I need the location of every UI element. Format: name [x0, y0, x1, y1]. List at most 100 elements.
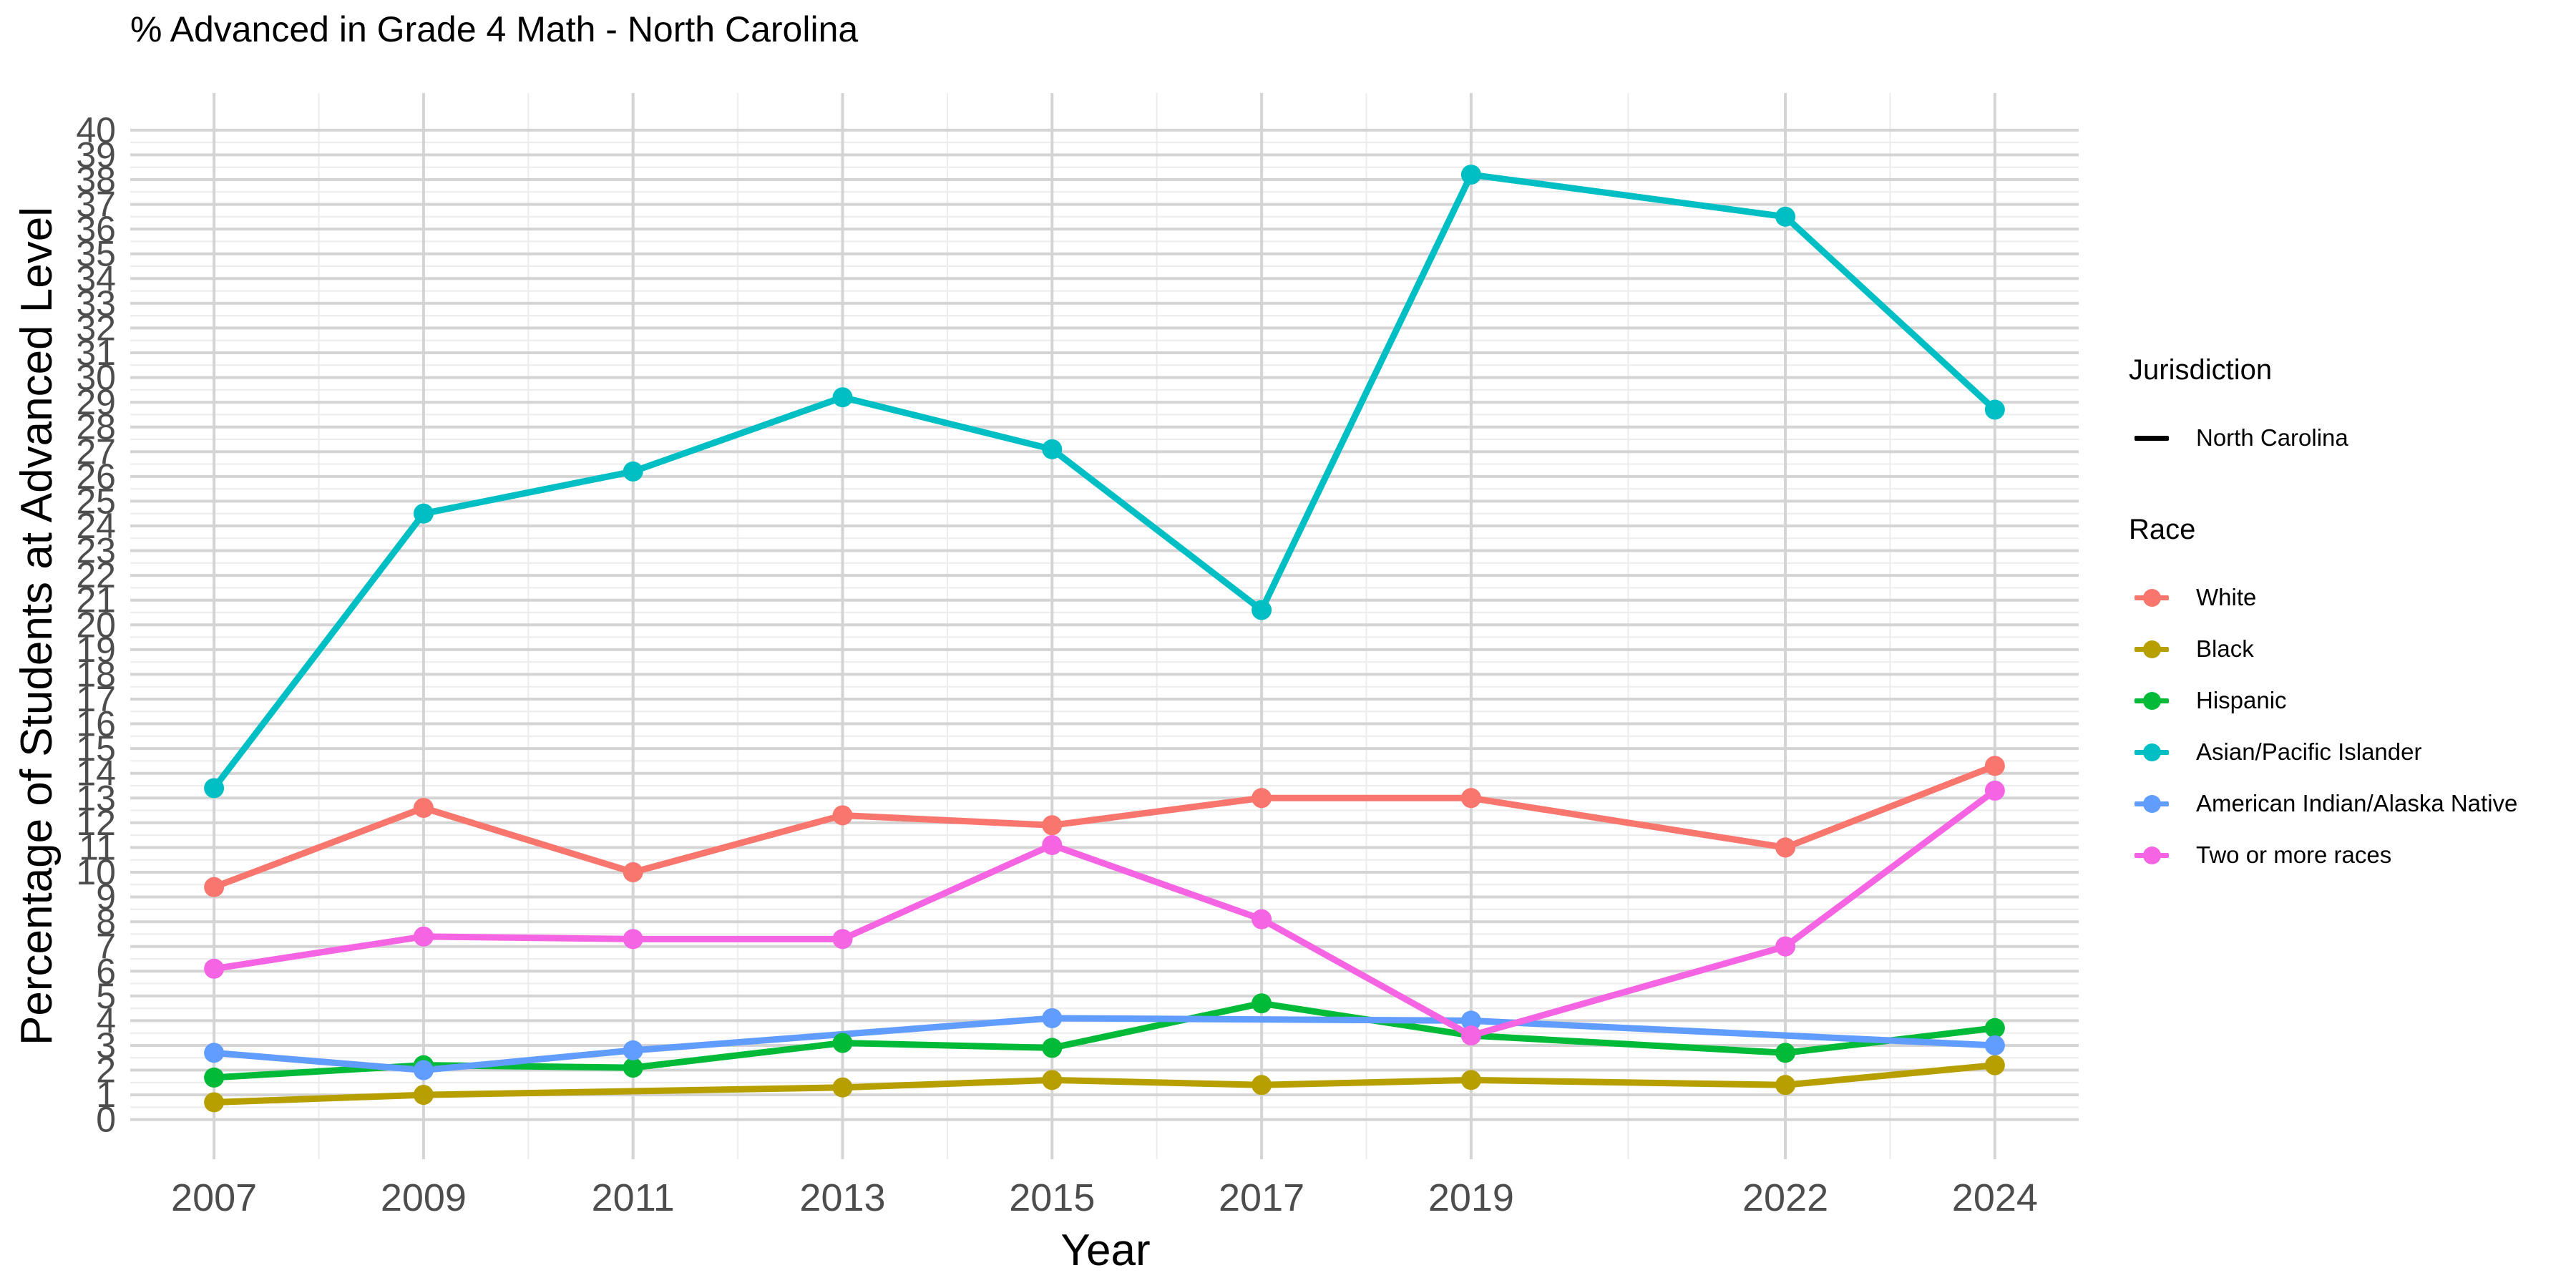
data-point-white — [1984, 756, 2005, 776]
x-tick-label: 2017 — [1219, 1176, 1304, 1219]
legend-line-point-key — [2129, 675, 2175, 726]
data-point-asian-pacific-islander — [1042, 439, 1063, 459]
data-point-american-indian-alaska-native — [1984, 1035, 2005, 1055]
y-tick-label: 3 — [96, 1025, 116, 1065]
x-tick-label: 2015 — [1009, 1176, 1095, 1219]
y-tick-label: 16 — [76, 704, 116, 744]
data-point-black — [1460, 1070, 1481, 1091]
data-point-white — [623, 862, 643, 882]
x-axis-title: Year — [1060, 1226, 1150, 1275]
data-point-asian-pacific-islander — [1460, 165, 1481, 185]
legend-label: Black — [2196, 635, 2254, 662]
y-tick-label: 10 — [76, 852, 116, 892]
y-tick-label: 1 — [96, 1075, 116, 1115]
data-point-asian-pacific-islander — [204, 778, 225, 799]
y-tick-label: 8 — [96, 902, 116, 942]
data-point-asian-pacific-islander — [1984, 399, 2005, 420]
data-point-asian-pacific-islander — [413, 503, 434, 524]
series-line-black — [210, 1062, 1999, 1106]
legend-label: Hispanic — [2196, 687, 2287, 713]
legend-item-race: Hispanic — [2129, 675, 2517, 726]
legend-item-jurisdiction: North Carolina — [2129, 412, 2517, 464]
legend-item-race: American Indian/Alaska Native — [2129, 778, 2517, 829]
x-tick-label: 2022 — [1742, 1176, 1828, 1219]
y-tick-label: 30 — [76, 358, 116, 398]
legend-item-race: Black — [2129, 623, 2517, 675]
y-tick-label: 38 — [76, 160, 116, 200]
data-point-white — [1252, 788, 1272, 809]
data-point-black — [1775, 1075, 1796, 1096]
data-point-two-or-more-races — [1042, 834, 1063, 855]
data-point-white — [413, 798, 434, 819]
x-tick-label: 2007 — [171, 1176, 257, 1219]
series-lines — [210, 171, 1999, 1106]
y-tick-label: 15 — [76, 728, 116, 769]
y-tick-label: 18 — [76, 654, 116, 694]
y-tick-label: 29 — [76, 382, 116, 422]
data-point-american-indian-alaska-native — [204, 1043, 225, 1063]
legend-label: Two or more races — [2196, 841, 2392, 868]
data-point-two-or-more-races — [413, 926, 434, 947]
y-tick-label: 34 — [76, 258, 116, 298]
y-tick-label: 33 — [76, 283, 116, 323]
data-point-two-or-more-races — [623, 929, 643, 950]
y-tick-label: 19 — [76, 630, 116, 670]
y-tick-label: 5 — [96, 976, 116, 1016]
y-tick-label: 35 — [76, 234, 116, 274]
y-tick-label: 37 — [76, 185, 116, 225]
y-tick-label: 2 — [96, 1050, 116, 1091]
x-tick-label: 2019 — [1428, 1176, 1514, 1219]
data-point-two-or-more-races — [204, 958, 225, 979]
legend-label: White — [2196, 584, 2257, 610]
data-point-white — [1775, 837, 1796, 858]
major-gridlines-x — [213, 93, 1996, 1159]
data-point-white — [832, 805, 853, 826]
data-point-american-indian-alaska-native — [413, 1060, 434, 1080]
x-tick-label: 2024 — [1952, 1176, 2038, 1219]
data-point-american-indian-alaska-native — [623, 1040, 643, 1060]
legend-item-race: White — [2129, 572, 2517, 623]
y-tick-label: 28 — [76, 407, 116, 447]
legend-line-point-key — [2129, 572, 2175, 623]
series-points — [204, 165, 2005, 1113]
data-point-american-indian-alaska-native — [1042, 1008, 1063, 1028]
legend-line-point-key — [2129, 623, 2175, 675]
y-tick-label: 40 — [76, 110, 116, 150]
data-point-black — [1984, 1055, 2005, 1075]
data-point-hispanic — [623, 1058, 643, 1078]
data-point-american-indian-alaska-native — [1460, 1010, 1481, 1031]
y-tick-label: 13 — [76, 778, 116, 818]
data-point-asian-pacific-islander — [832, 387, 853, 408]
data-point-two-or-more-races — [1252, 909, 1272, 930]
chart-title: % Advanced in Grade 4 Math - North Carol… — [130, 9, 859, 49]
y-tick-label: 27 — [76, 431, 116, 472]
y-tick-label: 21 — [76, 580, 116, 620]
y-tick-label: 31 — [76, 333, 116, 373]
y-tick-label: 20 — [76, 605, 116, 645]
data-point-asian-pacific-islander — [623, 461, 643, 482]
data-point-asian-pacific-islander — [1775, 206, 1796, 227]
legend-line-point-key — [2129, 778, 2175, 829]
y-tick-label: 9 — [96, 877, 116, 917]
legend-line-point-key — [2129, 726, 2175, 778]
y-tick-label: 14 — [76, 753, 116, 794]
legend-label: North Carolina — [2196, 424, 2348, 451]
y-axis-title: Percentage of Students at Advanced Level — [12, 207, 62, 1045]
data-point-hispanic — [1775, 1043, 1796, 1063]
legend-label: Asian/Pacific Islander — [2196, 738, 2422, 765]
data-point-black — [1252, 1075, 1272, 1096]
legend-line-point-key — [2129, 829, 2175, 881]
x-tick-label: 2013 — [799, 1176, 885, 1219]
x-tick-label: 2011 — [592, 1176, 675, 1219]
data-point-white — [1042, 815, 1063, 836]
y-tick-label: 17 — [76, 679, 116, 719]
legend-title-jurisdiction: Jurisdiction — [2129, 354, 2273, 386]
legend-title-race: Race — [2129, 514, 2196, 545]
y-tick-label: 25 — [76, 481, 116, 521]
y-tick-label: 6 — [96, 951, 116, 991]
legend-label: American Indian/Alaska Native — [2196, 790, 2518, 816]
data-point-black — [413, 1085, 434, 1106]
legend-jurisdiction-group: North Carolina — [2129, 412, 2517, 464]
y-tick-label: 11 — [79, 827, 116, 867]
